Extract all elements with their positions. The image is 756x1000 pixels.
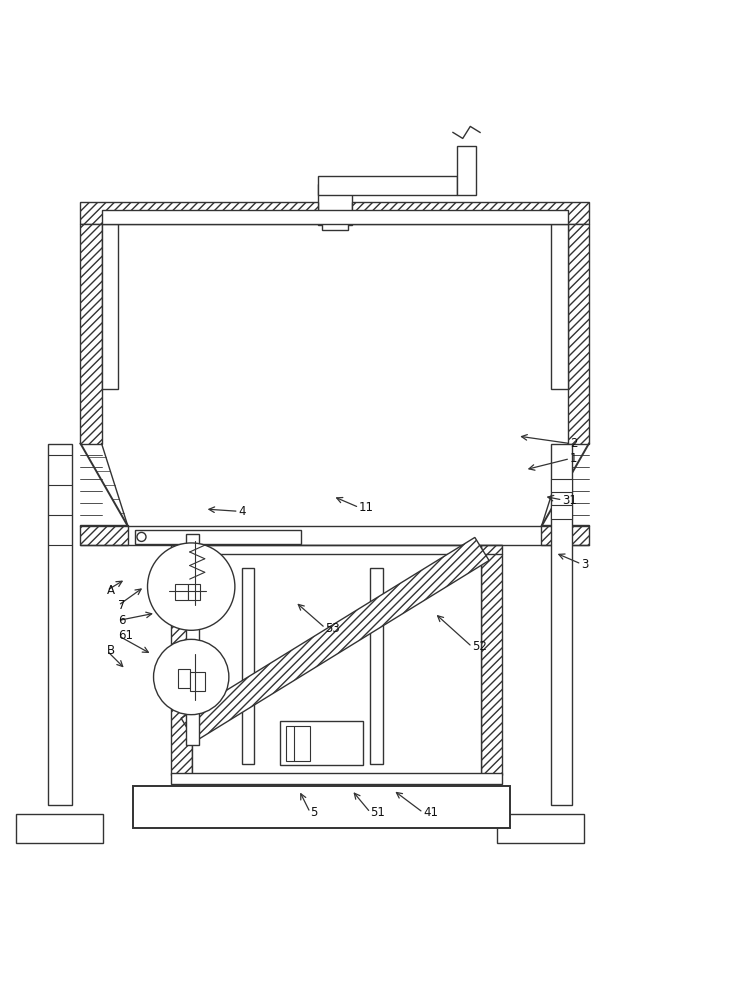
Bar — [17, 814, 103, 843]
Bar — [280, 721, 363, 765]
Text: 51: 51 — [370, 806, 386, 819]
Bar — [178, 669, 190, 688]
Circle shape — [137, 532, 146, 541]
Text: 53: 53 — [325, 622, 340, 635]
Circle shape — [153, 639, 229, 715]
Bar — [551, 505, 572, 519]
Text: 3: 3 — [581, 558, 589, 571]
Bar — [457, 146, 476, 195]
Bar — [48, 444, 72, 805]
Bar — [171, 773, 502, 784]
Bar — [171, 545, 192, 775]
Text: 52: 52 — [472, 640, 487, 653]
Circle shape — [147, 543, 235, 630]
Bar — [80, 224, 101, 444]
Bar — [190, 672, 205, 691]
Bar — [568, 224, 589, 444]
Bar — [318, 176, 457, 195]
Bar — [318, 184, 352, 225]
Bar — [243, 568, 255, 764]
Bar — [551, 224, 568, 389]
Text: 41: 41 — [423, 806, 438, 819]
Bar — [133, 786, 510, 828]
Bar — [497, 814, 584, 843]
Text: 61: 61 — [118, 629, 133, 642]
Text: A: A — [107, 584, 115, 597]
Bar — [135, 530, 301, 544]
Text: 31: 31 — [562, 493, 578, 506]
Text: 5: 5 — [310, 806, 318, 819]
Text: B: B — [107, 644, 115, 657]
Polygon shape — [181, 537, 489, 741]
Text: 1: 1 — [570, 452, 578, 465]
Bar — [101, 210, 568, 224]
Bar — [80, 202, 318, 224]
Bar — [175, 584, 188, 600]
Text: 4: 4 — [239, 505, 246, 518]
Bar — [352, 202, 589, 224]
Bar — [551, 479, 572, 492]
Bar — [188, 584, 200, 600]
Bar — [286, 726, 310, 761]
Text: 11: 11 — [359, 501, 374, 514]
Bar — [101, 224, 118, 389]
Bar — [192, 545, 481, 775]
Text: 6: 6 — [118, 614, 125, 627]
Bar — [186, 534, 200, 745]
Bar — [370, 568, 383, 764]
Bar — [80, 525, 128, 545]
Bar — [551, 444, 572, 805]
Bar — [321, 223, 348, 230]
Text: 2: 2 — [570, 437, 578, 450]
Bar — [541, 525, 589, 545]
Text: 7: 7 — [118, 599, 125, 612]
Bar — [481, 545, 502, 775]
